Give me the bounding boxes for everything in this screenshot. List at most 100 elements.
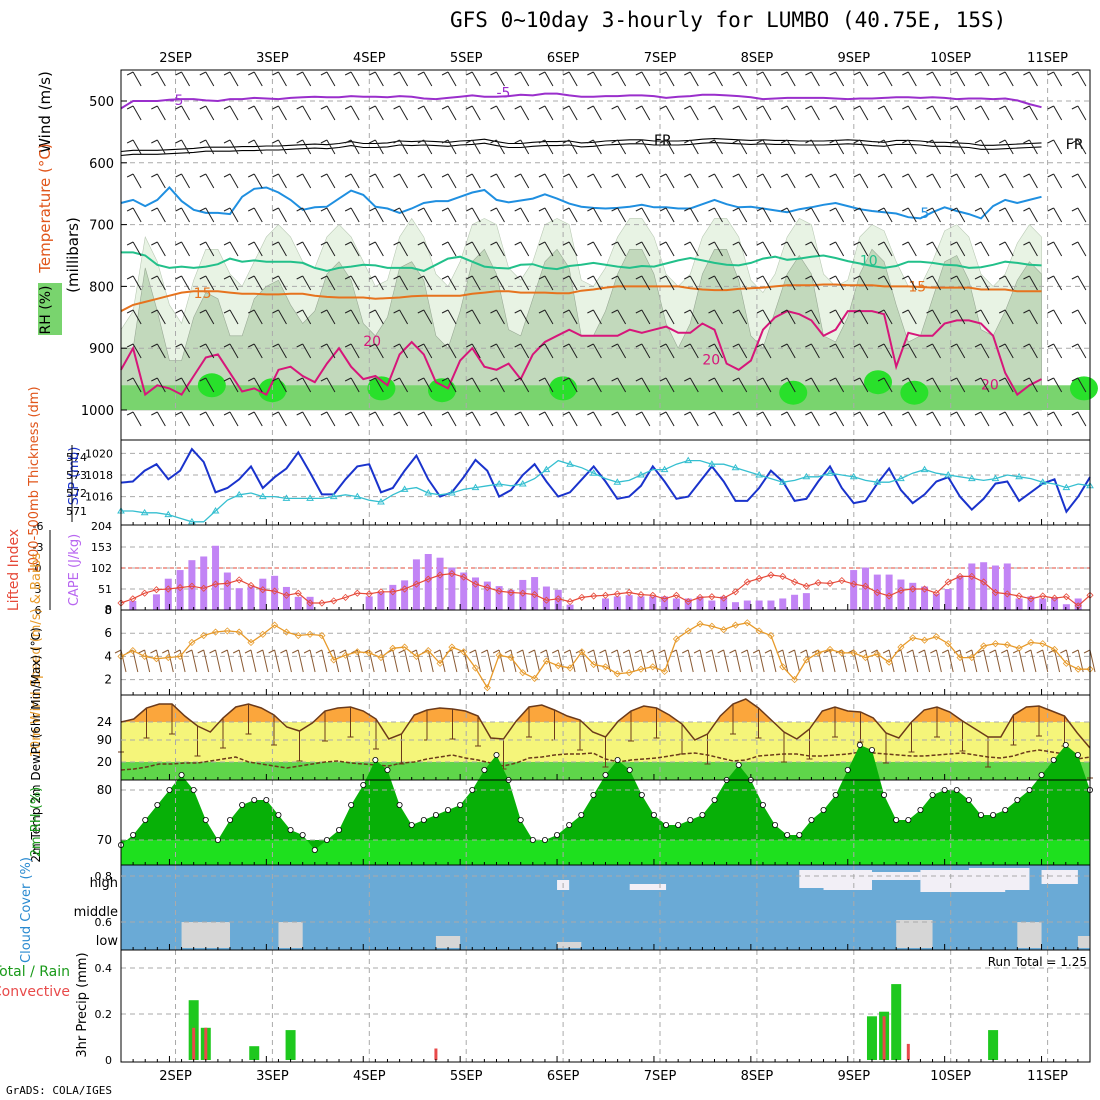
precip-convective-bar <box>434 1048 438 1060</box>
wind-barb <box>466 343 481 359</box>
wind-barb <box>151 377 166 393</box>
wind-barb <box>223 241 239 257</box>
contour-label: 15 <box>194 286 212 302</box>
wind-barb <box>466 71 481 87</box>
wind-speed-marker <box>1062 659 1070 667</box>
rh2m-marker <box>893 817 900 824</box>
li-marker <box>542 596 550 604</box>
cape-bar <box>791 594 799 610</box>
wind-barb <box>877 241 893 257</box>
wind-barb <box>393 411 409 427</box>
wind-barb <box>950 105 966 121</box>
date-label-bottom: 3SEP <box>256 1069 289 1084</box>
wind-barb <box>708 71 723 87</box>
wind-barb <box>272 173 287 189</box>
cape-tick-label: 0 <box>105 604 112 617</box>
wind-barb <box>562 139 578 155</box>
li-marker <box>814 579 822 587</box>
rh2m-marker <box>323 837 330 844</box>
wind-speed-marker <box>365 649 373 657</box>
rh2m-marker <box>227 817 234 824</box>
wind-barb <box>611 241 627 257</box>
wind-speed-marker <box>330 656 338 664</box>
thickness-marker <box>1015 472 1023 480</box>
wind-barb <box>950 139 966 155</box>
li-marker <box>176 584 184 592</box>
rh2m-marker <box>638 792 645 799</box>
wind-barb <box>974 173 990 189</box>
rh2m-marker <box>384 767 391 774</box>
wind-barb <box>344 241 360 257</box>
wind-barb <box>441 241 457 257</box>
rh2m-marker <box>214 837 221 844</box>
chart-title: GFS 0~10day 3-hourly for LUMBO (40.75E, … <box>450 8 1007 32</box>
wind-barb <box>151 173 166 189</box>
contour-label: FR <box>1066 137 1084 153</box>
li-marker <box>129 595 137 603</box>
wind-barb <box>441 71 457 87</box>
cape-bar <box>720 596 728 610</box>
ylabel-rh: RH (%) <box>38 286 54 335</box>
wind-speed-marker <box>448 643 456 651</box>
wind-barb <box>926 241 941 257</box>
wind-barb <box>151 71 166 87</box>
wind-barb <box>829 411 845 427</box>
precip-total-bar <box>988 1030 999 1060</box>
surface-wind-barb <box>374 649 387 673</box>
wind-speed-marker <box>519 669 527 677</box>
wind-speed-marker <box>731 621 740 629</box>
wind-barb <box>659 241 675 257</box>
slp-tick-label: 1016 <box>85 491 113 504</box>
wind-barb <box>611 377 627 393</box>
wind-barb <box>272 343 287 359</box>
date-label-bottom: 6SEP <box>547 1069 580 1084</box>
li-marker <box>637 591 645 599</box>
rh2m-marker <box>420 817 427 824</box>
thickness-marker <box>637 471 645 478</box>
rh2m-marker <box>929 792 936 799</box>
thickness-marker <box>944 471 953 478</box>
wind-barb <box>998 207 1014 223</box>
wind-barb <box>611 309 627 325</box>
run-total-annotation: Run Total = 1.25 <box>988 955 1087 969</box>
wind-barb <box>805 275 820 291</box>
surface-wind-barb <box>918 649 931 673</box>
precip-tick-label: 0.4 <box>95 962 113 975</box>
wind-barb <box>708 207 723 223</box>
thickness-marker <box>1062 483 1071 491</box>
thickness-marker <box>920 465 929 473</box>
wind-barb <box>441 173 457 189</box>
wind-barb <box>538 173 554 189</box>
legend-total-rain: Total / Rain <box>0 964 70 980</box>
wind-barb <box>829 105 845 121</box>
wind-barb <box>974 241 990 257</box>
wind-barb <box>393 377 409 393</box>
wind-barb <box>829 71 845 87</box>
wind-barb <box>538 105 554 121</box>
wind-barb <box>853 275 869 291</box>
wind-barb <box>320 275 336 291</box>
wind-barb <box>756 241 772 257</box>
high-cloud-fragment <box>968 868 1030 890</box>
wind-barb <box>780 173 796 189</box>
wind-speed-marker <box>767 631 775 640</box>
wind-barb <box>926 309 941 325</box>
wind-barb <box>344 377 360 393</box>
wind-barb <box>369 377 384 393</box>
wind-barb <box>659 139 675 155</box>
wind-barb <box>490 411 505 427</box>
wind-barb <box>199 275 215 291</box>
li-marker <box>1027 595 1035 603</box>
contour-label: 20 <box>981 377 999 393</box>
li-marker <box>956 572 964 580</box>
wind-barb <box>853 173 869 189</box>
li-marker <box>909 585 917 593</box>
wind-barb <box>296 71 312 87</box>
li-marker <box>920 585 929 593</box>
surface-wind-barb <box>693 649 706 673</box>
li-marker <box>861 582 870 590</box>
rh2m-marker <box>336 827 343 834</box>
wind-barb <box>732 105 748 121</box>
wind-barb <box>659 173 675 189</box>
wind-tick-label: 2 <box>104 673 112 687</box>
